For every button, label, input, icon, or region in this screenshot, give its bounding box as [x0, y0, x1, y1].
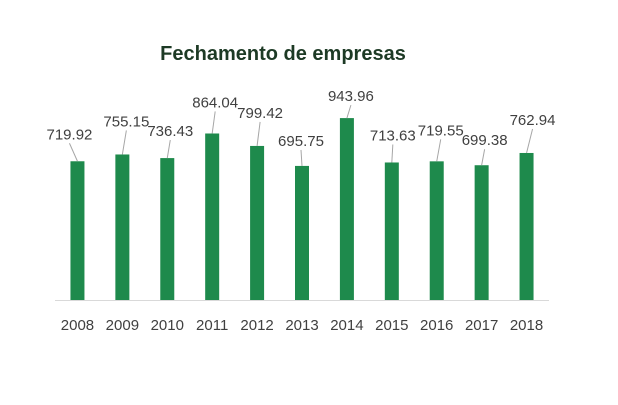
bar-2014	[339, 118, 354, 301]
data-label-2013: 695.75	[278, 133, 324, 150]
leader-line-2008	[68, 143, 78, 162]
bar-2016	[429, 161, 444, 300]
x-tick-label-2017: 2017	[465, 317, 498, 334]
x-tick-label-2016: 2016	[420, 317, 453, 334]
x-tick-labels-group: 2008 2009 2010 2011 2012 2013 2014 2015 2016 2017…	[61, 317, 543, 334]
x-tick-label-2012: 2012	[240, 317, 273, 334]
x-tick-label-2014: 2014	[330, 317, 363, 334]
data-label-2012: 799.42	[237, 105, 283, 122]
leader-line-2014	[346, 104, 352, 119]
leader-line-2010	[166, 140, 171, 159]
bar-2015	[384, 162, 399, 300]
chart-title: Fechamento de empresas	[160, 43, 406, 65]
leader-line-2012	[256, 121, 261, 147]
x-tick-label-2008: 2008	[61, 317, 94, 334]
x-tick-label-2010: 2010	[151, 317, 184, 334]
bar-2013	[295, 165, 309, 300]
data-label-2016: 719.55	[418, 122, 464, 139]
bar-2018	[519, 152, 534, 300]
x-tick-label-2013: 2013	[285, 317, 318, 334]
leader-line-2018	[526, 128, 534, 154]
bar-2010	[160, 158, 175, 300]
bars-group	[70, 118, 534, 301]
leader-line-2017	[481, 149, 486, 166]
leader-line-2013	[300, 149, 303, 166]
leader-line-2015	[391, 144, 394, 163]
x-tick-label-2009: 2009	[106, 317, 139, 334]
bar-2017	[474, 165, 489, 300]
data-label-2009: 755.15	[103, 113, 149, 130]
x-tick-label-2011: 2011	[196, 317, 228, 334]
data-label-2015: 713.63	[370, 127, 416, 144]
data-label-2010: 736.43	[147, 123, 193, 140]
data-label-2014: 943.96	[328, 88, 374, 105]
bar-2008	[70, 161, 85, 300]
leader-line-2016	[436, 139, 442, 162]
bar-2012	[250, 145, 265, 300]
x-tick-label-2015: 2015	[375, 317, 408, 334]
data-label-2008: 719.92	[47, 126, 93, 143]
data-label-2018: 762.94	[510, 112, 556, 129]
x-tick-label-2018: 2018	[510, 317, 543, 334]
data-label-2011: 864.04	[192, 94, 238, 111]
data-label-2017: 699.38	[462, 132, 508, 149]
bar-2011	[205, 133, 220, 300]
bar-2009	[115, 154, 130, 300]
leader-line-2009	[121, 130, 127, 155]
leader-lines-group	[68, 104, 534, 166]
leader-line-2011	[211, 111, 216, 134]
